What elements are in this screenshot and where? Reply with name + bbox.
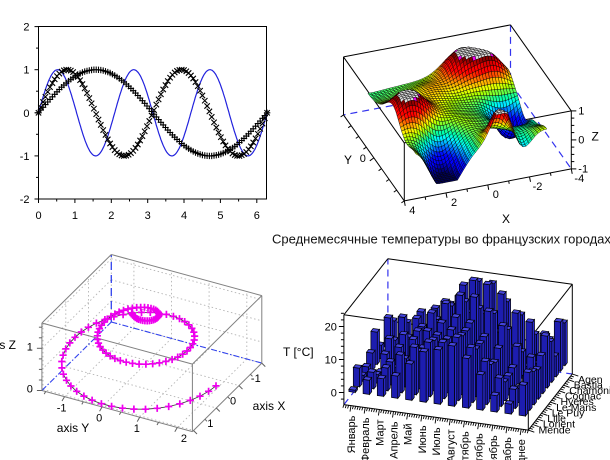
svg-text:0: 0	[331, 388, 337, 400]
svg-text:Октябрь: Октябрь	[474, 433, 486, 460]
svg-text:-4: -4	[574, 173, 584, 185]
svg-text:0: 0	[23, 108, 29, 120]
svg-text:Май: Май	[403, 423, 415, 445]
svg-text:Mende: Mende	[539, 424, 571, 436]
svg-text:0: 0	[493, 189, 499, 201]
svg-text:2: 2	[181, 433, 187, 445]
svg-text:2: 2	[108, 210, 114, 222]
svg-text:5: 5	[217, 210, 223, 222]
svg-text:1: 1	[578, 106, 584, 118]
svg-text:1: 1	[72, 210, 78, 222]
svg-text:Сентябрь: Сентябрь	[460, 431, 472, 460]
svg-text:-1: -1	[57, 402, 67, 414]
svg-text:T [°C]: T [°C]	[283, 345, 314, 359]
svg-text:Среднемесячные температуры во: Среднемесячные температуры во французски…	[272, 232, 610, 247]
svg-text:Декабрь: Декабрь	[502, 437, 514, 460]
svg-text:Ноябрь: Ноябрь	[488, 435, 500, 460]
svg-text:Июль: Июль	[431, 427, 443, 455]
svg-text:0: 0	[230, 396, 236, 408]
svg-text:0: 0	[27, 384, 33, 396]
svg-text:-2: -2	[20, 194, 30, 206]
svg-text:Январь: Январь	[346, 415, 358, 453]
svg-text:0: 0	[360, 153, 366, 165]
svg-text:0: 0	[35, 210, 41, 222]
svg-text:2: 2	[451, 197, 457, 209]
svg-text:Lille: Lille	[547, 413, 566, 425]
svg-text:2: 2	[23, 22, 29, 34]
svg-text:Bastia: Bastia	[574, 379, 603, 391]
svg-text:-2: -2	[533, 181, 543, 193]
svg-text:Март: Март	[374, 420, 386, 446]
svg-text:Le Puy: Le Puy	[552, 408, 585, 420]
svg-text:-1: -1	[20, 151, 30, 163]
svg-text:Июнь: Июнь	[417, 425, 429, 453]
svg-text:axis Z: axis Z	[0, 338, 16, 352]
svg-text:Chamonix: Chamonix	[569, 385, 610, 397]
svg-text:-1: -1	[251, 373, 261, 385]
svg-text:Cognac: Cognac	[565, 391, 601, 403]
svg-text:10: 10	[325, 355, 337, 367]
svg-text:Le Mans: Le Mans	[556, 402, 596, 414]
svg-text:X: X	[502, 212, 510, 226]
svg-text:axis X: axis X	[253, 399, 286, 413]
svg-text:Среднее: Среднее	[516, 439, 528, 460]
svg-text:1: 1	[27, 341, 33, 353]
svg-text:20: 20	[325, 322, 337, 334]
svg-text:1: 1	[207, 418, 213, 430]
svg-text:Hyeres: Hyeres	[561, 396, 594, 408]
svg-text:1: 1	[134, 423, 140, 435]
svg-text:-1: -1	[578, 164, 588, 176]
svg-text:Y: Y	[344, 153, 352, 167]
svg-text:6: 6	[254, 210, 260, 222]
svg-text:Апрель: Апрель	[389, 421, 401, 459]
svg-text:4: 4	[181, 210, 187, 222]
svg-text:Z: Z	[592, 130, 599, 144]
svg-text:4: 4	[409, 205, 415, 217]
svg-text:Февраль: Февраль	[360, 417, 372, 460]
svg-text:Agen: Agen	[578, 374, 603, 386]
svg-text:Lorient: Lorient	[543, 419, 575, 431]
svg-text:0: 0	[96, 413, 102, 425]
svg-text:Август: Август	[445, 429, 457, 460]
svg-text:axis Y: axis Y	[57, 421, 89, 435]
svg-text:0: 0	[578, 135, 584, 147]
svg-text:3: 3	[145, 210, 151, 222]
svg-text:1: 1	[23, 65, 29, 77]
